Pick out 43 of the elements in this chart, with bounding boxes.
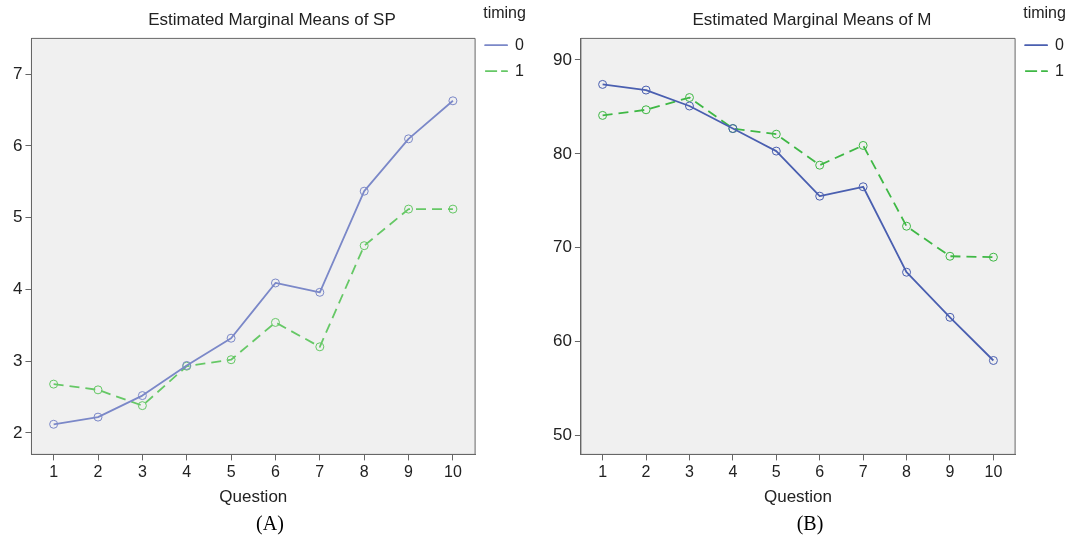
y-tick-label: 7: [12, 63, 23, 83]
x-tick-label: 6: [271, 463, 281, 481]
x-tick-label: 7: [858, 463, 868, 481]
x-tick-label: 4: [728, 463, 738, 481]
x-tick-label: 3: [137, 463, 147, 481]
legend-label: 0: [1055, 35, 1065, 53]
text: (B): [795, 512, 825, 535]
x-axis-title: Question: [219, 487, 288, 507]
legend-label: 0: [515, 35, 525, 53]
y-tick-label: 50: [552, 425, 572, 445]
y-tick-label: 4: [12, 279, 23, 299]
x-tick-label: 8: [902, 463, 912, 481]
legend-title: timing: [483, 4, 526, 22]
x-tick-label: 6: [815, 463, 825, 481]
x-tick-label: 1: [598, 463, 608, 481]
x-tick-label: 5: [771, 463, 781, 481]
x-tick-label: 10: [444, 463, 462, 481]
y-tick-label: 2: [12, 422, 23, 442]
legend-title: timing: [1023, 4, 1066, 22]
x-tick-label: 2: [641, 463, 651, 481]
x-tick-label: 2: [93, 463, 103, 481]
x-tick-label: 9: [945, 463, 955, 481]
y-tick-label: 70: [552, 237, 572, 257]
x-tick-label: 1: [49, 463, 59, 481]
text: (A): [255, 512, 285, 535]
x-tick-label: 7: [315, 463, 325, 481]
y-tick-label: 5: [12, 207, 23, 227]
chart-title: Estimated Marginal Means of M: [692, 9, 932, 29]
y-tick-label: 6: [12, 135, 23, 155]
legend-label: 1: [1055, 61, 1065, 79]
x-axis-title: Question: [763, 487, 833, 507]
chart-title: Estimated Marginal Means of SP: [148, 9, 396, 29]
x-tick-label: 4: [182, 463, 192, 481]
y-tick-label: 3: [12, 350, 23, 370]
x-tick-label: 8: [359, 463, 369, 481]
x-tick-label: 5: [226, 463, 236, 481]
x-tick-label: 3: [685, 463, 694, 481]
y-tick-label: 80: [552, 143, 572, 163]
y-tick-label: 60: [552, 331, 572, 351]
x-tick-label: 10: [984, 463, 1003, 481]
x-tick-label: 9: [404, 463, 414, 481]
legend-label: 1: [515, 61, 525, 79]
y-tick-label: 90: [552, 49, 572, 69]
